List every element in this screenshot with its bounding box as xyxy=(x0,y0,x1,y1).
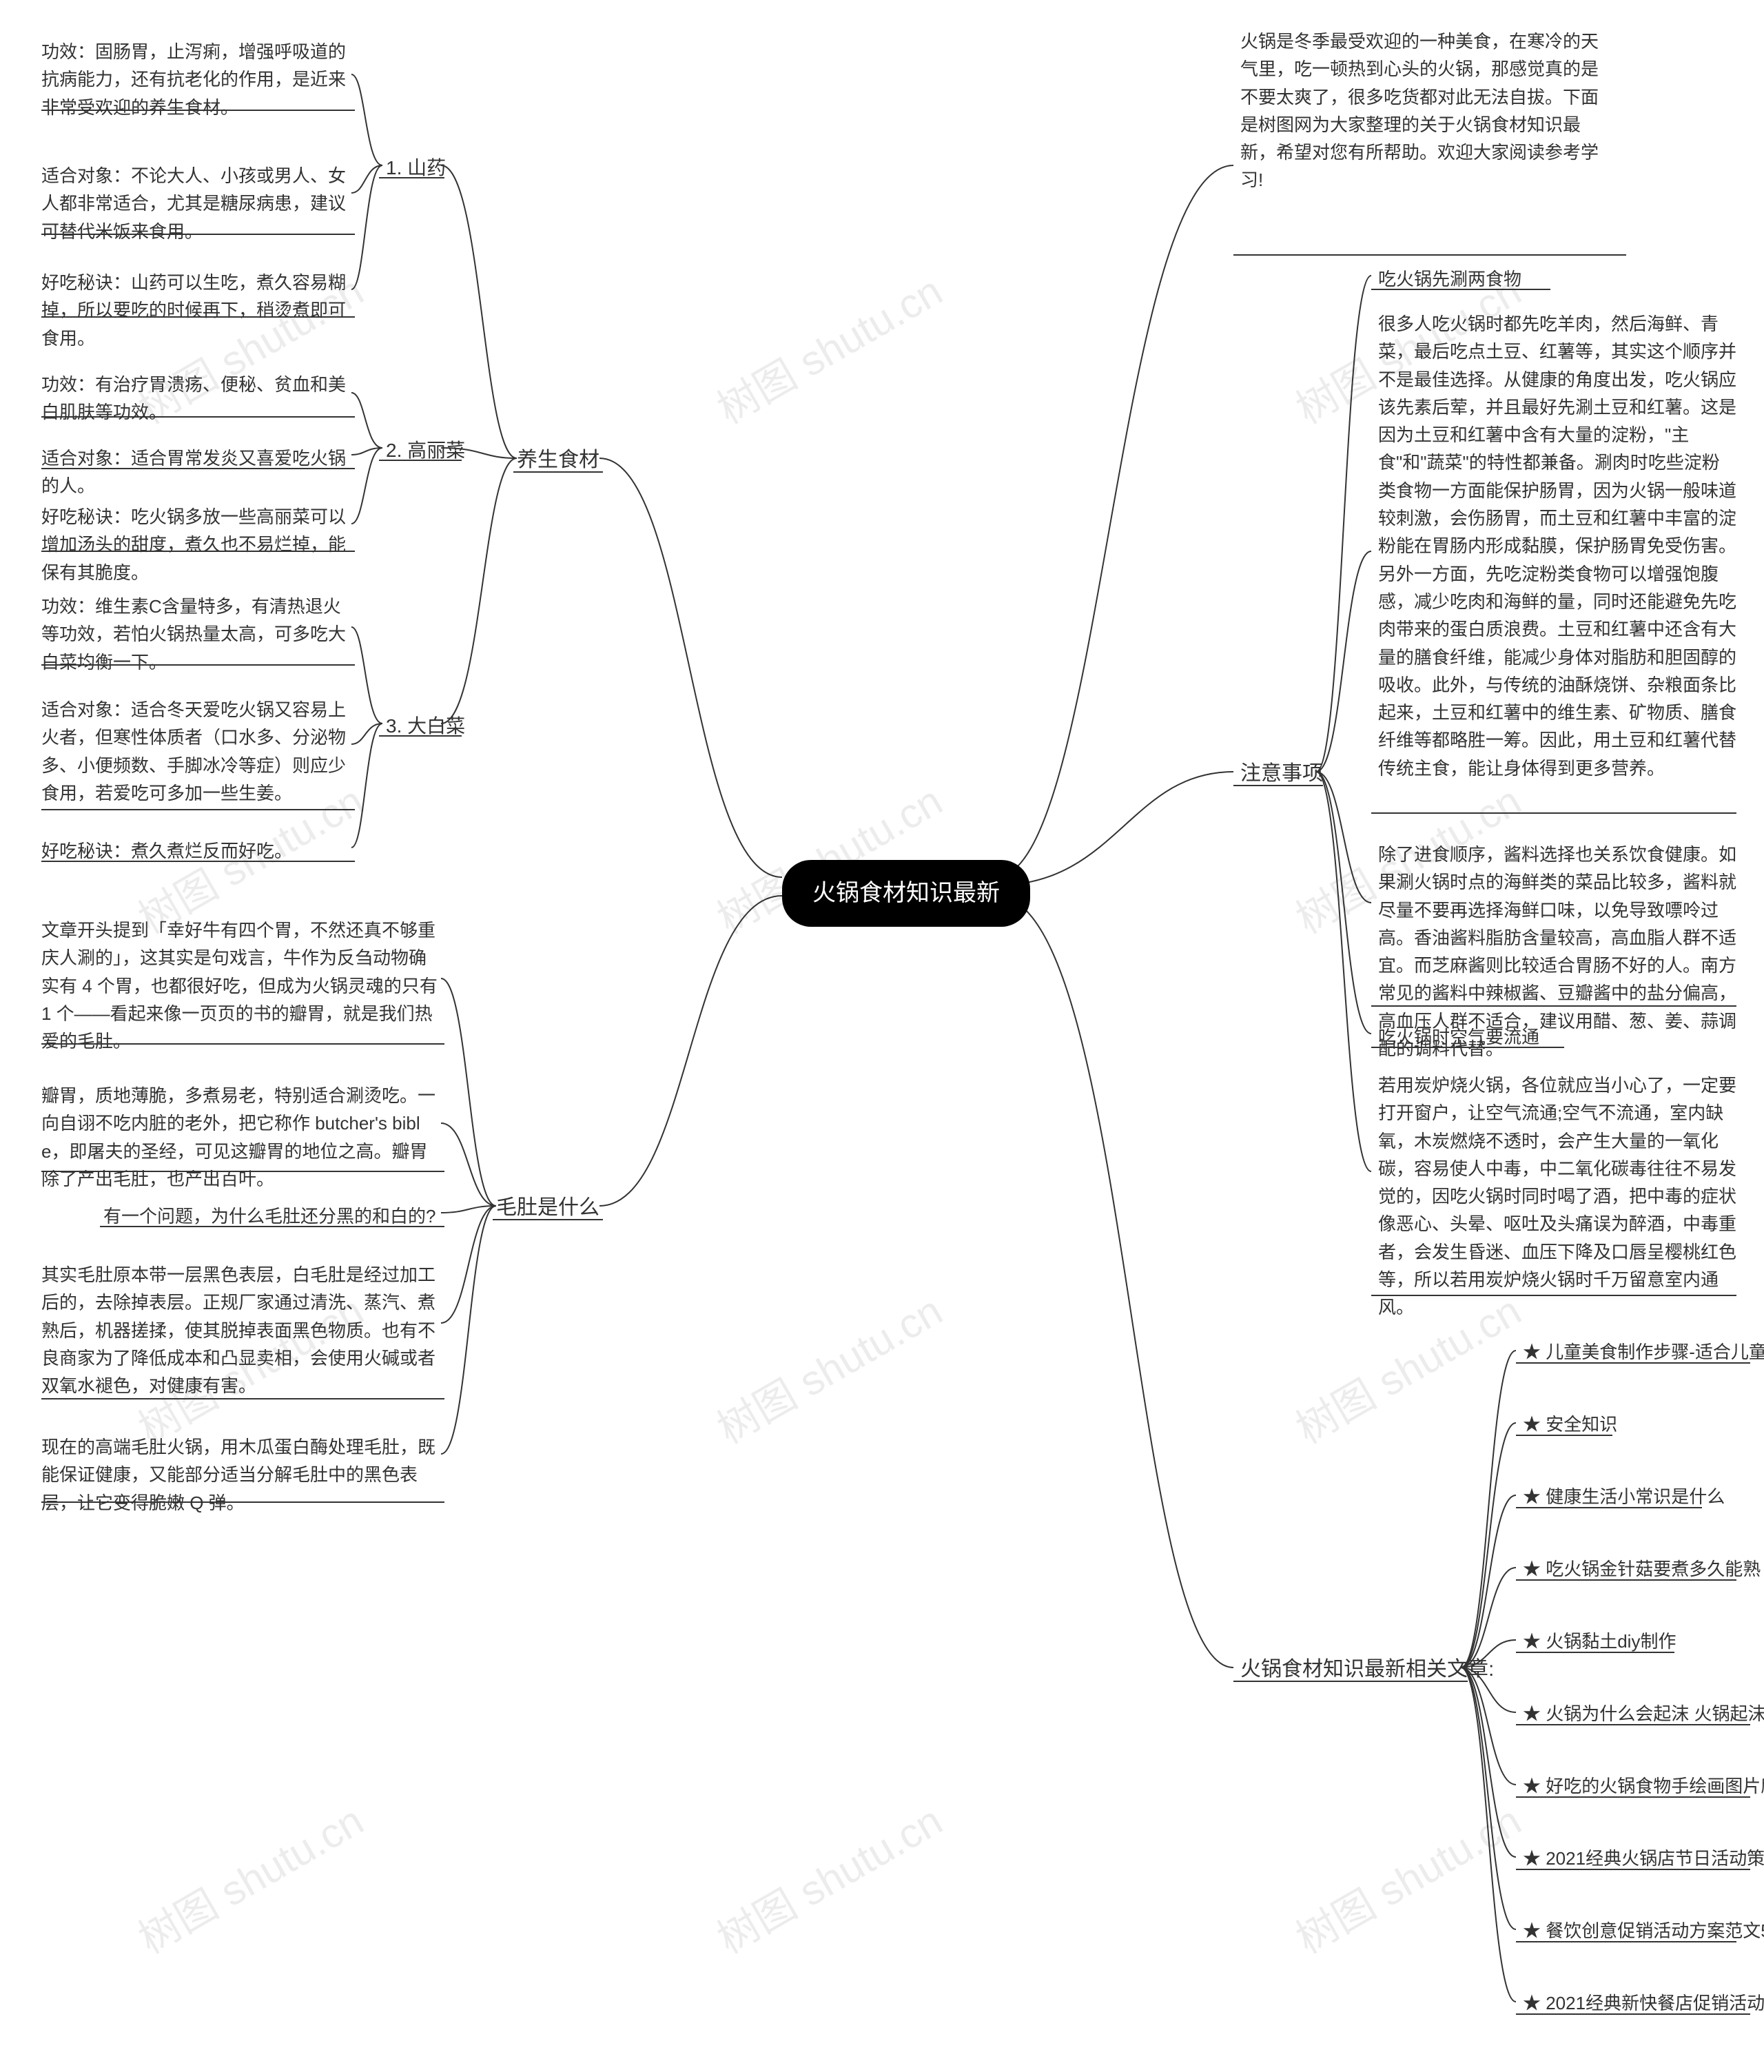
watermark: 树图 shutu.cn xyxy=(705,258,952,435)
related-item-4[interactable]: ★ 火锅黏土diy制作 xyxy=(1523,1628,1676,1655)
leaf-dabaicai-1: 功效：维生素C含量特多，有清热退火等功效，若怕火锅热量太高，可多吃大白菜均衡一下… xyxy=(41,593,351,676)
related-item-7[interactable]: ★ 2021经典火锅店节日活动策划方案5篇 xyxy=(1523,1845,1757,1872)
related-item-1[interactable]: ★ 安全知识 xyxy=(1523,1411,1617,1438)
sub-gaoli[interactable]: 2. 高丽菜 xyxy=(386,435,465,465)
leaf-shanyao-3: 好吃秘诀：山药可以生吃，煮久容易糊掉，所以要吃的时候再下，稍烫煮即可食用。 xyxy=(41,269,351,352)
leaf-zhuyi-1: 吃火锅先涮两食物 xyxy=(1378,265,1521,293)
leaf-gaoli-2: 适合对象：适合胃常发炎又喜爱吃火锅的人。 xyxy=(41,444,351,500)
leaf-maodu-2: 瓣胃，质地薄脆，多煮易老，特别适合涮烫吃。一向自诩不吃内脏的老外，把它称作 bu… xyxy=(41,1082,441,1193)
watermark: 树图 shutu.cn xyxy=(1284,1788,1530,1965)
watermark: 树图 shutu.cn xyxy=(705,1788,952,1965)
related-item-3[interactable]: ★ 吃火锅金针菇要煮多久能熟 xyxy=(1523,1555,1761,1583)
watermark: 树图 shutu.cn xyxy=(126,1788,373,1965)
leaf-zhuyi-5: 若用炭炉烧火锅，各位就应当小心了，一定要打开窗户，让空气流通;空气不流通，室内缺… xyxy=(1378,1071,1736,1322)
leaf-dabaicai-2: 适合对象：适合冬天爱吃火锅又容易上火者，但寒性体质者（口水多、分泌物多、小便频数… xyxy=(41,696,351,807)
leaf-maodu-5: 现在的高端毛肚火锅，用木瓜蛋白酶处理毛肚，既能保证健康，又能部分适当分解毛肚中的… xyxy=(41,1433,441,1517)
related-item-8[interactable]: ★ 餐饮创意促销活动方案范文5篇 xyxy=(1523,1917,1757,1945)
sub-dabaicai[interactable]: 3. 大白菜 xyxy=(386,711,465,741)
branch-zhuyi[interactable]: 注意事项 xyxy=(1240,758,1323,790)
related-item-5[interactable]: ★ 火锅为什么会起沫 火锅起沫子怎么回事 xyxy=(1523,1700,1757,1727)
root-node[interactable]: 火锅食材知识最新 xyxy=(782,860,1030,927)
leaf-gaoli-3: 好吃秘诀：吃火锅多放一些高丽菜可以增加汤头的甜度，煮久也不易烂掉，能保有其脆度。 xyxy=(41,503,351,586)
leaf-maodu-1: 文章开头提到「幸好牛有四个胃，不然还真不够重庆人涮的」，这其实是句戏言，牛作为反… xyxy=(41,916,441,1055)
leaf-gaoli-1: 功效：有治疗胃溃疡、便秘、贫血和美白肌肤等功效。 xyxy=(41,371,351,427)
leaf-shanyao-2: 适合对象：不论大人、小孩或男人、女人都非常适合，尤其是糖尿病患，建议可替代米饭来… xyxy=(41,162,351,245)
leaf-shanyao-1: 功效：固肠胃，止泻痢，增强呼吸道的抗病能力，还有抗老化的作用，是近来非常受欢迎的… xyxy=(41,38,351,121)
leaf-zhuyi-4: 吃火锅时空气要流通 xyxy=(1378,1023,1539,1051)
branch-related[interactable]: 火锅食材知识最新相关文章: xyxy=(1240,1654,1494,1686)
watermark: 树图 shutu.cn xyxy=(705,1278,952,1455)
related-item-9[interactable]: ★ 2021经典新快餐店促销活动方案 xyxy=(1523,1989,1757,2017)
related-item-6[interactable]: ★ 好吃的火锅食物手绘画图片欣赏 xyxy=(1523,1772,1757,1800)
leaf-maodu-3: 有一个问题，为什么毛肚还分黑的和白的? xyxy=(103,1202,435,1230)
related-item-2[interactable]: ★ 健康生活小常识是什么 xyxy=(1523,1483,1725,1510)
related-item-0[interactable]: ★ 儿童美食制作步骤-适合儿童的健康火锅 xyxy=(1523,1338,1757,1366)
sub-shanyao[interactable]: 1. 山药 xyxy=(386,153,446,183)
leaf-zhuyi-2: 很多人吃火锅时都先吃羊肉，然后海鲜、青菜，最后吃点土豆、红薯等，其实这个顺序并不… xyxy=(1378,310,1736,782)
branch-maodu[interactable]: 毛肚是什么 xyxy=(496,1192,599,1224)
leaf-maodu-4: 其实毛肚原本带一层黑色表层，白毛肚是经过加工后的，去除掉表层。正规厂家通过清洗、… xyxy=(41,1261,441,1399)
branch-yangsheng[interactable]: 养生食材 xyxy=(517,444,599,477)
intro-text: 火锅是冬季最受欢迎的一种美食，在寒冷的天气里，吃一顿热到心头的火锅，那感觉真的是… xyxy=(1240,28,1612,194)
leaf-dabaicai-3: 好吃秘诀：煮久煮烂反而好吃。 xyxy=(41,837,292,865)
